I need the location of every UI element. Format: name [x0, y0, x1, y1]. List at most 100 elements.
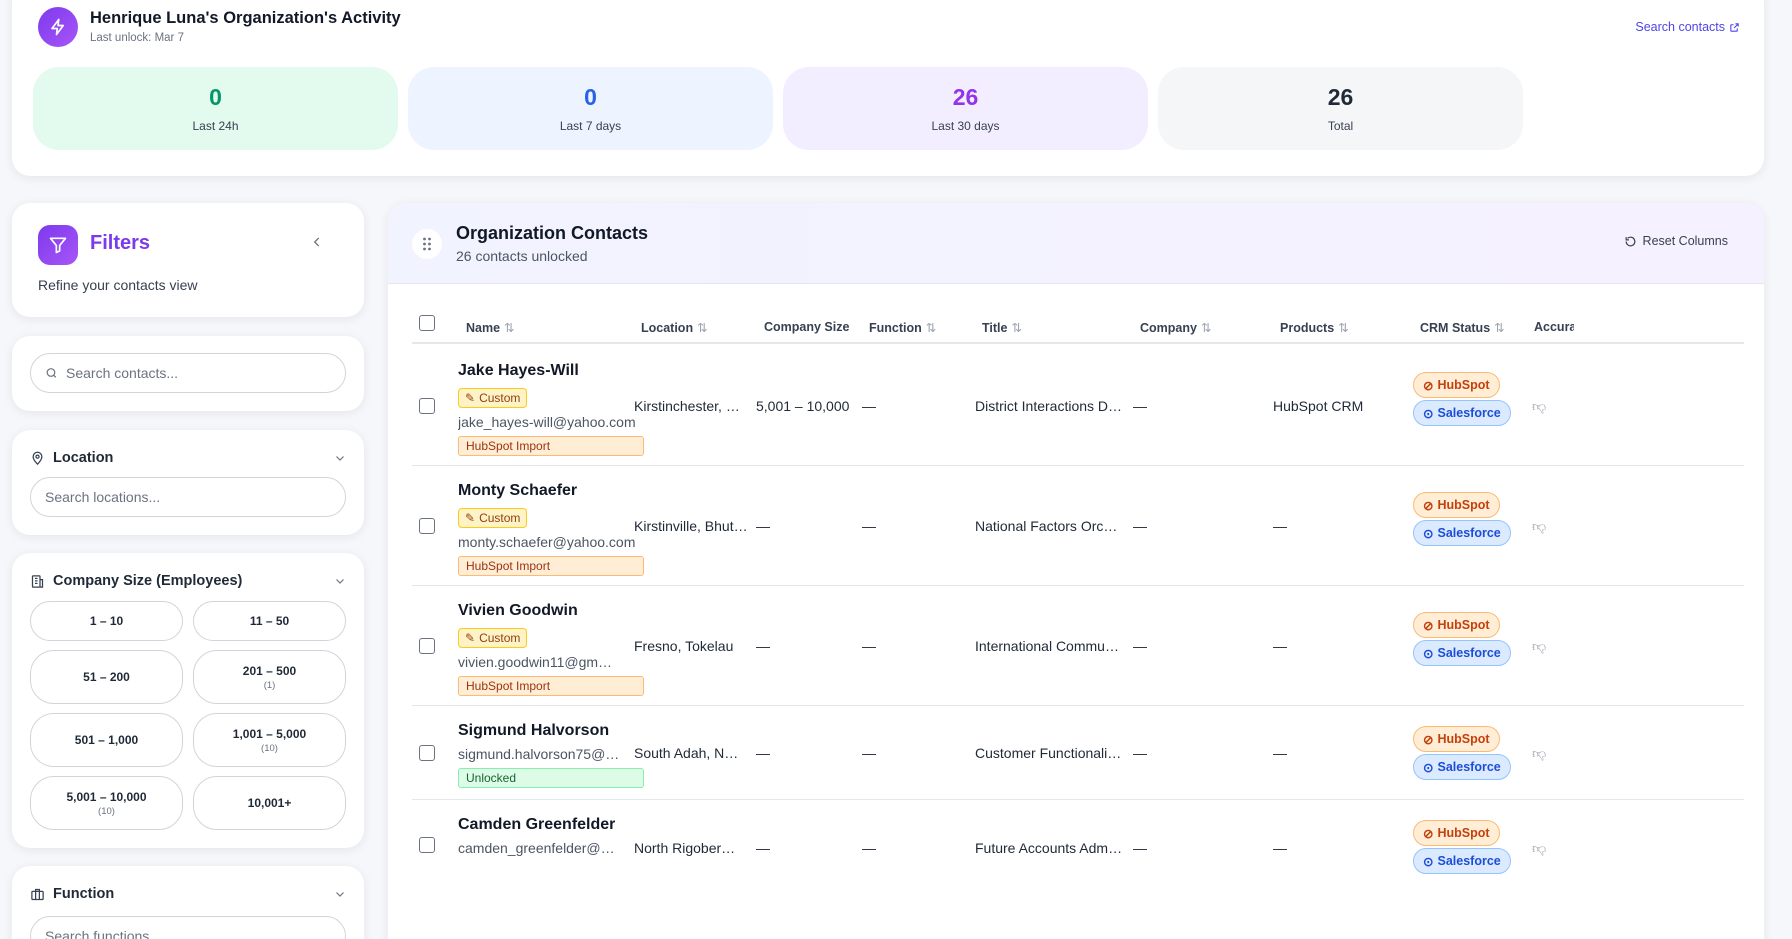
- custom-label: Custom: [479, 631, 521, 645]
- crm-hubspot-badge[interactable]: ⊘ HubSpot: [1413, 820, 1500, 846]
- sort-icon: ⇅: [925, 321, 937, 335]
- column-function[interactable]: Function ⇅: [869, 320, 936, 335]
- thumbs-down-icon[interactable]: 👎︎: [1532, 745, 1547, 761]
- contact-name[interactable]: Camden Greenfelder: [458, 816, 616, 833]
- column-products[interactable]: Products ⇅: [1280, 320, 1349, 335]
- size-option-5001-10000[interactable]: 5,001 – 10,000 (10): [30, 776, 183, 830]
- table-row[interactable]: Jake Hayes-Will ✎ Custom jake_hayes-will@…: [412, 346, 1744, 466]
- map-pin-icon: [32, 451, 43, 465]
- row-checkbox[interactable]: [419, 745, 435, 761]
- crm-hubspot-badge[interactable]: ⊘ HubSpot: [1413, 726, 1500, 752]
- column-label: Company: [1140, 321, 1197, 335]
- thumbs-down-icon[interactable]: 👎︎: [1532, 840, 1547, 856]
- contact-function: —: [862, 638, 876, 654]
- crm-salesforce-badge[interactable]: ⊙ Salesforce: [1413, 848, 1511, 874]
- crm-salesforce-label: Salesforce: [1437, 646, 1501, 660]
- function-label: Function: [53, 886, 115, 902]
- sort-icon: ⇅: [697, 321, 708, 335]
- table-row[interactable]: Monty Schaefer ✎ Custom monty.schaefer@ya…: [412, 466, 1744, 586]
- thumbs-down-icon[interactable]: 👎︎: [1532, 398, 1547, 414]
- column-crm-status[interactable]: CRM Status ⇅: [1420, 320, 1505, 335]
- contact-email: monty.schaefer@yahoo.com: [458, 534, 636, 550]
- thumbs-down-icon[interactable]: 👎︎: [1532, 518, 1547, 534]
- location-header[interactable]: Location: [30, 450, 346, 466]
- check-circle-icon: ⊙: [1423, 646, 1434, 661]
- row-checkbox[interactable]: [419, 638, 435, 654]
- search-contacts-input[interactable]: [66, 365, 345, 381]
- size-option-label: 201 – 500: [242, 663, 297, 678]
- function-header[interactable]: Function: [30, 886, 346, 902]
- crm-salesforce-badge[interactable]: ⊙ Salesforce: [1413, 640, 1511, 666]
- pencil-icon: ✎: [465, 631, 476, 645]
- stat-label: Total: [1327, 119, 1354, 133]
- contacts-count: 26 contacts unlocked: [456, 248, 588, 264]
- check-circle-icon: ⊙: [1423, 406, 1434, 421]
- sort-icon: ⇅: [1200, 321, 1212, 335]
- size-option-501-1000[interactable]: 501 – 1,000: [30, 713, 183, 767]
- column-name[interactable]: Name ⇅: [466, 320, 515, 335]
- size-option-10001-plus[interactable]: 10,001+: [193, 776, 346, 830]
- contact-title: Customer Functionality ...: [975, 745, 1123, 761]
- function-search-input[interactable]: [45, 928, 345, 939]
- reset-columns-button[interactable]: Reset Columns: [1624, 234, 1728, 248]
- stat-value: 0: [209, 84, 222, 110]
- crm-salesforce-badge[interactable]: ⊙ Salesforce: [1413, 754, 1511, 780]
- select-all-checkbox[interactable]: [419, 315, 435, 331]
- thumbs-down-icon[interactable]: 👎︎: [1532, 638, 1547, 654]
- size-option-51-200[interactable]: 51 – 200: [30, 650, 183, 704]
- column-label: Location: [641, 321, 694, 335]
- contact-location: Kirstinville, Bhutan: [634, 518, 749, 534]
- stat-label: Last 24h: [192, 119, 239, 133]
- contact-email: sigmund.halvorson75@yah...: [458, 746, 620, 762]
- crm-hubspot-badge[interactable]: ⊘ HubSpot: [1413, 372, 1500, 398]
- contact-name[interactable]: Monty Schaefer: [458, 482, 578, 499]
- location-search-input[interactable]: [45, 489, 345, 505]
- location-search-field[interactable]: [30, 477, 346, 517]
- size-option-label: 1 – 10: [89, 614, 124, 628]
- contact-name[interactable]: Vivien Goodwin: [458, 602, 578, 619]
- company-size-options: 1 – 10 11 – 50 51 – 200 201 – 500 (1) 501…: [30, 601, 346, 830]
- contact-location: South Adah, Nor...: [634, 745, 739, 761]
- size-option-label: 11 – 50: [249, 614, 290, 628]
- contact-name[interactable]: Sigmund Halvorson: [458, 722, 610, 739]
- sort-icon: ⇅: [1011, 321, 1022, 335]
- column-company[interactable]: Company ⇅: [1140, 320, 1211, 335]
- crm-hubspot-badge[interactable]: ⊘ HubSpot: [1413, 612, 1500, 638]
- chevron-down-icon: [336, 579, 344, 584]
- contact-function: —: [862, 518, 876, 534]
- crm-salesforce-badge[interactable]: ⊙ Salesforce: [1413, 520, 1511, 546]
- size-option-1001-5000[interactable]: 1,001 – 5,000 (10): [193, 713, 346, 767]
- crm-hubspot-label: HubSpot: [1437, 732, 1490, 746]
- search-contacts-link[interactable]: Search contacts: [1635, 20, 1740, 34]
- size-option-label: 51 – 200: [83, 670, 130, 684]
- size-option-1-10[interactable]: 1 – 10: [30, 601, 183, 641]
- table-row[interactable]: Vivien Goodwin ✎ Custom vivien.goodwin11@…: [412, 586, 1744, 706]
- stat-value: 0: [584, 84, 597, 110]
- alert-circle-icon: ⊘: [1423, 498, 1434, 513]
- search-contacts-field[interactable]: [30, 353, 346, 393]
- row-checkbox[interactable]: [419, 398, 435, 414]
- table-row[interactable]: Camden Greenfelder camden_greenfelder@gm…: [412, 800, 1744, 900]
- size-option-11-50[interactable]: 11 – 50: [193, 601, 346, 641]
- column-company-size[interactable]: Company Size: [764, 320, 849, 334]
- crm-salesforce-badge[interactable]: ⊙ Salesforce: [1413, 400, 1511, 426]
- company-size-header[interactable]: Company Size (Employees): [30, 573, 346, 589]
- crm-hubspot-label: HubSpot: [1437, 826, 1490, 840]
- contact-company-size: —: [756, 745, 770, 761]
- contact-name[interactable]: Jake Hayes-Will: [458, 362, 579, 379]
- filters-title: Filters: [90, 232, 151, 254]
- sort-icon: ⇅: [1338, 321, 1349, 335]
- collapse-filters-button[interactable]: [310, 233, 324, 254]
- function-search-field[interactable]: [30, 916, 346, 939]
- size-option-201-500[interactable]: 201 – 500 (1): [193, 650, 346, 704]
- row-checkbox[interactable]: [419, 837, 435, 853]
- column-accuracy[interactable]: Accura: [1534, 320, 1574, 334]
- table-row[interactable]: Sigmund Halvorson sigmund.halvorson75@ya…: [412, 706, 1744, 800]
- drag-handle-icon[interactable]: [412, 229, 442, 259]
- source-badge: Unlocked: [458, 768, 644, 788]
- crm-hubspot-badge[interactable]: ⊘ HubSpot: [1413, 492, 1500, 518]
- row-checkbox[interactable]: [419, 518, 435, 534]
- column-title[interactable]: Title ⇅: [982, 320, 1022, 335]
- size-option-count: (10): [98, 805, 115, 817]
- column-location[interactable]: Location ⇅: [641, 320, 708, 335]
